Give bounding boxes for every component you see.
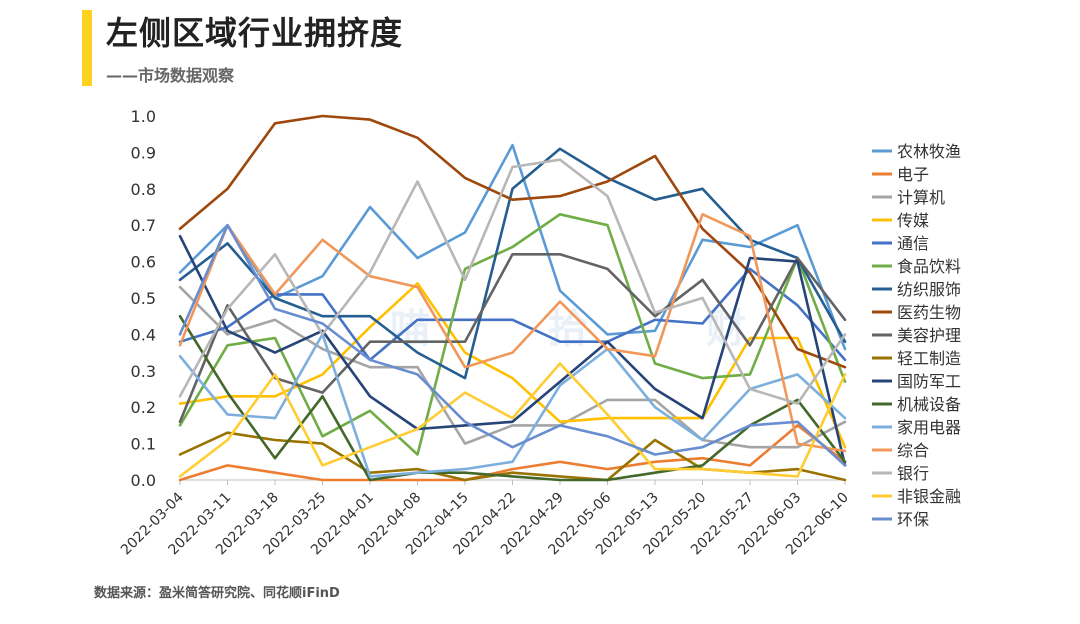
series-line (178, 143, 847, 351)
page-subtitle: ——市场数据观察 (106, 66, 235, 85)
legend-label: 计算机 (897, 188, 945, 207)
legend-label: 环保 (897, 510, 929, 529)
series-line (178, 314, 847, 482)
legend-label: 综合 (897, 441, 929, 460)
series-line (178, 253, 847, 424)
data-source-note: 数据来源：盈米简答研究院、同花顺iFinD (94, 586, 340, 601)
legend-label: 机械设备 (897, 395, 961, 414)
y-tick-label: 1.0 (131, 107, 156, 126)
y-tick-label: 0.5 (131, 289, 156, 308)
legend-label: 美容护理 (897, 326, 961, 345)
y-tick-label: 0.6 (131, 253, 156, 272)
legend-label: 传媒 (897, 211, 929, 230)
legend-label: 农林牧渔 (897, 142, 961, 161)
legend-label: 非银金融 (897, 487, 961, 506)
y-tick-label: 0.0 (131, 471, 156, 490)
y-tick-label: 0.8 (131, 180, 156, 199)
y-tick-label: 0.9 (131, 143, 156, 162)
series-line (178, 285, 847, 449)
series-line (178, 213, 847, 453)
legend-label: 银行 (897, 464, 929, 483)
y-tick-label: 0.7 (131, 216, 156, 235)
series-line (178, 223, 847, 467)
series-line (178, 333, 847, 478)
legend-label: 纺织服饰 (897, 280, 961, 299)
title-accent-bar (82, 10, 92, 86)
series-line (178, 114, 847, 369)
legend-label: 食品饮料 (897, 257, 961, 276)
series-line (178, 158, 847, 405)
y-tick-label: 0.3 (131, 362, 156, 381)
y-tick-label: 0.2 (131, 398, 156, 417)
series-line (178, 213, 847, 456)
series-line (178, 424, 847, 482)
legend-label: 国防军工 (897, 372, 961, 391)
legend-label: 医药生物 (897, 303, 961, 322)
series-line (178, 234, 847, 467)
y-tick-label: 0.1 (131, 435, 156, 454)
legend-label: 家用电器 (897, 418, 961, 437)
series-line (178, 267, 847, 362)
legend-label: 轻工制造 (897, 349, 961, 368)
legend-label: 通信 (897, 234, 929, 253)
series-line (178, 147, 847, 380)
page-title: 左侧区域行业拥挤度 (106, 14, 404, 52)
legend-label: 电子 (897, 165, 929, 184)
series-line (178, 362, 847, 478)
y-tick-label: 0.4 (131, 325, 156, 344)
